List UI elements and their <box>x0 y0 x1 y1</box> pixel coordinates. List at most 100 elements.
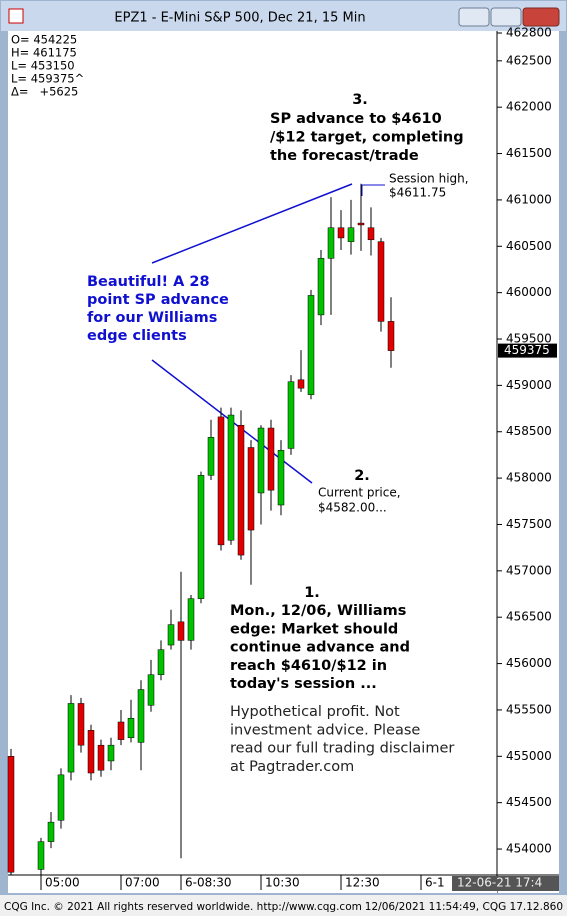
candle-body <box>247 447 255 531</box>
y-tick-label: 454500 <box>506 795 552 809</box>
x-tick-label: 6-1 <box>425 876 445 890</box>
blue-note: for our Williams <box>87 310 217 326</box>
app-icon <box>8 8 24 24</box>
window-title: EPZ1 - E-Mini S&P 500, Dec 21, 15 Min <box>114 11 365 26</box>
candle-body <box>327 227 335 259</box>
note-text: /$12 target, completing <box>270 130 464 146</box>
candle-body <box>77 703 85 746</box>
disclaimer: Hypothetical profit. Not <box>230 704 400 720</box>
candle-body <box>197 475 205 599</box>
candle-body <box>67 703 75 773</box>
last-price-box <box>498 343 557 358</box>
candle-body <box>37 841 45 870</box>
ohlc-summary: L= 459375^ <box>11 72 84 86</box>
ohlc-summary: H= 461175 <box>11 46 77 60</box>
candle-body <box>377 241 385 322</box>
candle-body <box>357 222 365 226</box>
note-text: reach $4610/$12 in <box>230 658 387 674</box>
candle-body <box>137 689 145 743</box>
y-tick-label: 462000 <box>506 100 552 114</box>
candle-body <box>337 227 345 239</box>
y-tick-label: 460500 <box>506 239 552 253</box>
blue-note: edge clients <box>87 328 187 344</box>
x-tick-label: 10:30 <box>265 876 300 890</box>
candle-body <box>7 756 15 873</box>
time-box <box>452 876 559 891</box>
disclaimer: read our full trading disclaimer <box>230 741 454 757</box>
candle-body <box>207 437 215 476</box>
last-price-label: 459375 <box>504 343 550 357</box>
candle-body <box>387 321 395 351</box>
note-text: edge: Market should <box>230 621 398 637</box>
candle-body <box>237 425 245 556</box>
note-text: Current price, <box>318 486 401 500</box>
candle-body <box>167 624 175 646</box>
candle-body <box>107 744 115 762</box>
y-tick-label: 460000 <box>506 285 552 299</box>
y-tick-label: 458000 <box>506 471 552 485</box>
blue-note: point SP advance <box>87 292 229 308</box>
ohlc-summary: L= 453150 <box>11 59 75 73</box>
disclaimer: at Pagtrader.com <box>230 759 354 775</box>
candle-body <box>277 450 285 506</box>
ohlc-summary: O= 454225 <box>11 33 77 47</box>
note-text: the forecast/trade <box>270 148 419 164</box>
candle-body <box>297 379 305 389</box>
candle-body <box>47 821 55 842</box>
candle-body <box>317 258 325 316</box>
y-tick-label: 455500 <box>506 702 552 716</box>
note-text: Mon., 12/06, Williams <box>230 603 406 619</box>
note-number: 2. <box>354 468 370 484</box>
candle-body <box>57 774 65 821</box>
y-tick-label: 457500 <box>506 517 552 531</box>
session-high-text: Session high, <box>389 172 469 186</box>
footer-left: CQG Inc. © 2021 All rights reserved worl… <box>4 901 362 913</box>
y-tick-label: 459000 <box>506 378 552 392</box>
x-tick-label: 6-08:30 <box>185 876 232 890</box>
disclaimer: investment advice. Please <box>230 722 420 738</box>
candle-body <box>217 416 225 546</box>
maximize-button[interactable] <box>490 7 522 27</box>
footer-right: 12/06/2021 11:54:49, CQG 17.12.860 <box>365 901 563 913</box>
x-tick-label: 12:30 <box>345 876 380 890</box>
candle-body <box>97 744 105 771</box>
candle-body <box>177 621 185 641</box>
session-high-bracket <box>361 184 385 196</box>
footer-bar <box>0 895 567 916</box>
y-tick-label: 462500 <box>506 53 552 67</box>
note-text: continue advance and <box>230 640 410 656</box>
y-tick-label: 459500 <box>506 332 552 346</box>
session-high-text: $4611.75 <box>389 186 446 200</box>
candle-body <box>287 381 295 449</box>
y-tick-label: 462800 <box>506 26 552 40</box>
minimize-button[interactable] <box>458 7 490 27</box>
candle-body <box>367 227 375 241</box>
y-tick-label: 456500 <box>506 610 552 624</box>
note-number: 3. <box>352 92 368 108</box>
y-tick-label: 458500 <box>506 424 552 438</box>
close-button[interactable] <box>522 7 560 27</box>
y-tick-label: 461500 <box>506 146 552 160</box>
candle-body <box>267 427 275 491</box>
note-text: today's session ... <box>230 676 377 692</box>
time-box-label: 12-06-21 17:4 <box>457 876 542 890</box>
y-tick-label: 454000 <box>506 842 552 856</box>
time-axis-band <box>8 876 497 893</box>
candle-body <box>257 427 265 494</box>
y-tick-label: 457000 <box>506 563 552 577</box>
blue-note: Beautiful! A 28 <box>87 274 210 290</box>
candle-body <box>157 649 165 675</box>
x-tick-label: 05:00 <box>45 876 80 890</box>
candle-body <box>127 718 135 739</box>
pointer-line <box>151 183 353 264</box>
y-tick-label: 456000 <box>506 656 552 670</box>
y-tick-label: 455000 <box>506 749 552 763</box>
y-tick-label: 461000 <box>506 192 552 206</box>
note-text: $4582.00... <box>318 501 387 515</box>
x-tick-label: 07:00 <box>125 876 160 890</box>
candle-body <box>227 414 235 541</box>
candle-body <box>147 674 155 706</box>
candle-body <box>307 295 315 395</box>
